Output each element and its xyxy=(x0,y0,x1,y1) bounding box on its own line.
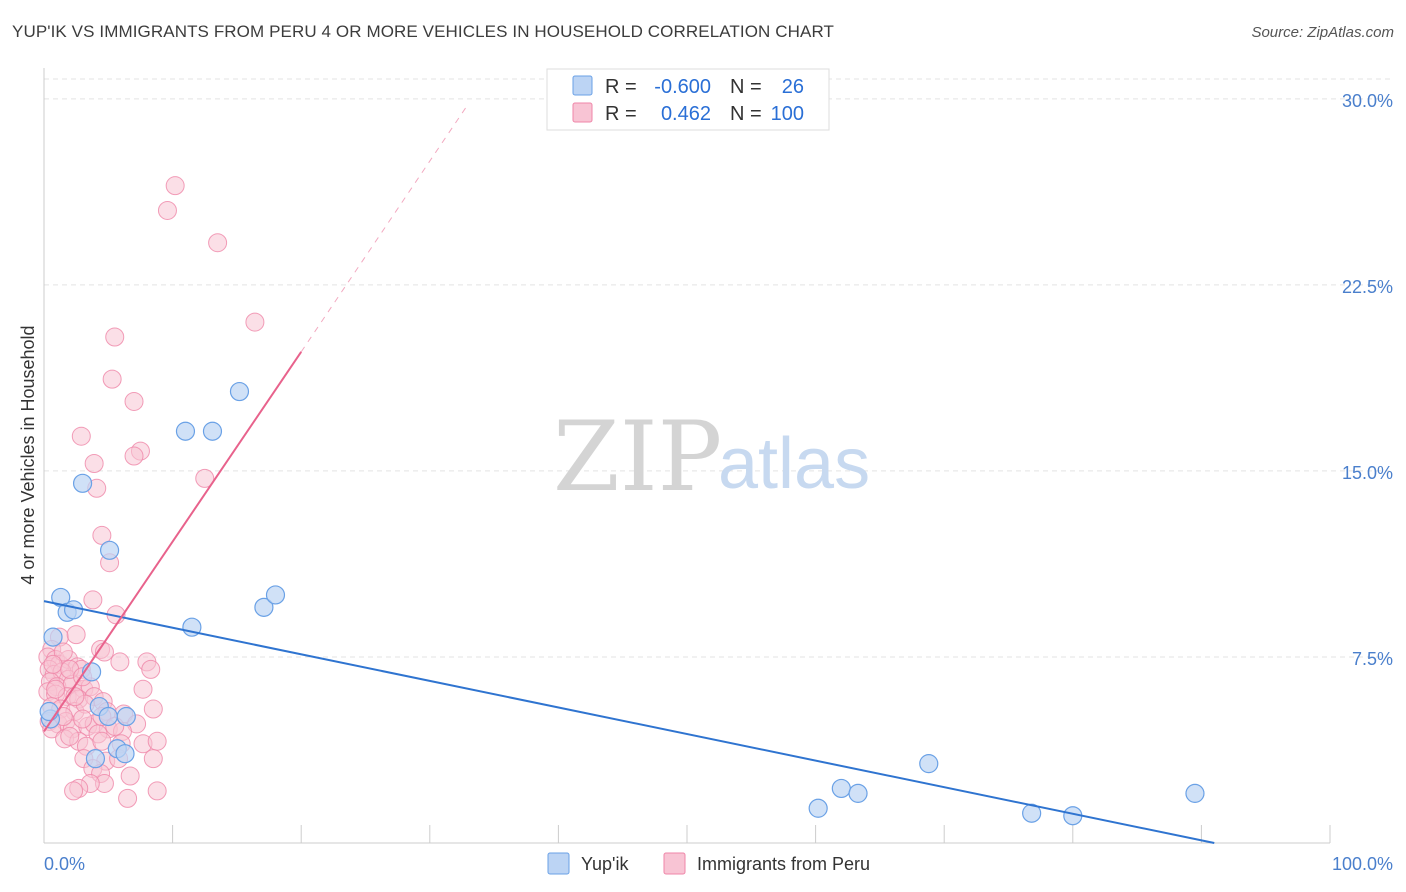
series-yupik-points xyxy=(39,381,1205,826)
legend-r-label-yupik: R = xyxy=(605,76,637,98)
legend-n-label-yupik: N = xyxy=(730,76,762,98)
peru-point-10 xyxy=(84,453,104,473)
peru-point-6 xyxy=(124,391,144,411)
peru-point-79 xyxy=(120,766,140,786)
peru-point-1 xyxy=(157,200,177,220)
peru-point-11 xyxy=(195,468,215,488)
yupik-point-10 xyxy=(254,597,274,617)
peru-point-84 xyxy=(118,788,138,808)
peru-point-69 xyxy=(60,726,80,746)
legend-n-value-yupik: 26 xyxy=(782,76,804,98)
y-tick-labels: 7.5% 15.0% 22.5% 30.0% xyxy=(1342,91,1393,669)
y-axis-title: 4 or more Vehicles in Household xyxy=(18,325,38,584)
peru-point-2 xyxy=(208,233,228,253)
yupik-point-26 xyxy=(1022,803,1042,823)
chart-title: YUP'IK VS IMMIGRANTS FROM PERU 4 OR MORE… xyxy=(12,22,835,41)
legend-swatch-yupik xyxy=(572,75,593,96)
legend-swatch-peru xyxy=(572,102,593,123)
legend-r-value-yupik: -0.600 xyxy=(654,76,711,98)
x-tick-labels: 0.0% 100.0% xyxy=(44,854,1393,874)
peru-point-87 xyxy=(43,654,63,674)
watermark-zip: ZIP xyxy=(553,401,722,513)
peru-point-86 xyxy=(53,642,73,662)
peru-trend-line xyxy=(43,351,303,732)
yupik-point-4 xyxy=(72,473,93,493)
yupik-trend-line xyxy=(43,600,1215,844)
peru-point-5 xyxy=(102,369,122,389)
peru-point-3 xyxy=(245,312,265,332)
yupik-point-6 xyxy=(175,421,196,441)
peru-point-76 xyxy=(143,749,163,769)
peru-point-13 xyxy=(92,525,112,545)
legend: R = -0.600 N = 26 R = 0.462 N = 100 xyxy=(546,68,830,131)
y-tick-label-3: 30.0% xyxy=(1342,91,1393,111)
peru-point-93 xyxy=(73,709,93,729)
x-tick-label-min: 0.0% xyxy=(44,854,85,874)
peru-point-83 xyxy=(64,781,84,801)
peru-point-90 xyxy=(46,679,66,699)
legend-r-value-peru: 0.462 xyxy=(661,103,711,125)
grid-lines xyxy=(44,78,1392,658)
peru-point-53 xyxy=(143,699,163,719)
yupik-point-21 xyxy=(831,778,851,799)
yupik-point-7 xyxy=(202,421,223,441)
peru-point-71 xyxy=(92,731,112,751)
watermark-atlas: atlas xyxy=(718,424,870,504)
yupik-point-23 xyxy=(808,798,828,818)
bottom-legend-label-yupik: Yup'ik xyxy=(581,854,629,874)
yupik-point-24 xyxy=(919,754,939,774)
yupik-point-11 xyxy=(265,585,286,605)
peru-point-68 xyxy=(147,731,167,751)
legend-n-label-peru: N = xyxy=(730,103,762,125)
peru-point-85 xyxy=(147,781,167,801)
series-peru-points xyxy=(38,176,265,808)
watermark: ZIP atlas xyxy=(553,401,870,513)
yupik-point-0 xyxy=(43,627,63,647)
peru-trend-line-extension xyxy=(300,103,469,353)
peru-point-21 xyxy=(110,652,130,672)
peru-point-23 xyxy=(141,659,161,679)
legend-r-label-peru: R = xyxy=(605,103,637,125)
y-tick-label-2: 22.5% xyxy=(1342,277,1393,297)
peru-point-15 xyxy=(83,590,103,610)
source-credit: Source: ZipAtlas.com xyxy=(1251,24,1394,41)
bottom-legend-label-peru: Immigrants from Peru xyxy=(697,854,870,874)
yupik-point-8 xyxy=(229,381,250,402)
yupik-point-17 xyxy=(98,706,118,727)
yupik-point-5 xyxy=(99,540,120,560)
trend-lines xyxy=(43,103,1215,844)
yupik-point-22 xyxy=(848,783,868,803)
yupik-point-3 xyxy=(63,600,84,620)
peru-point-4 xyxy=(105,327,125,347)
peru-point-18 xyxy=(66,625,86,645)
peru-point-0 xyxy=(165,176,185,196)
y-tick-label-0: 7.5% xyxy=(1352,649,1393,669)
legend-n-value-peru: 100 xyxy=(771,103,804,125)
y-tick-label-1: 15.0% xyxy=(1342,463,1393,483)
yupik-point-25 xyxy=(1185,783,1205,803)
legend-box xyxy=(546,68,830,131)
bottom-legend-swatch-peru xyxy=(663,852,686,875)
yupik-point-13 xyxy=(39,701,59,722)
peru-point-9 xyxy=(124,446,144,466)
yupik-point-20 xyxy=(116,706,136,727)
yupik-point-15 xyxy=(85,749,106,769)
yupik-point-19 xyxy=(115,744,135,764)
peru-point-46 xyxy=(133,679,153,699)
x-tick-label-max: 100.0% xyxy=(1332,854,1393,874)
peru-point-7 xyxy=(71,426,91,446)
bottom-legend-swatch-yupik xyxy=(547,852,570,875)
bottom-legend: Yup'ik Immigrants from Peru xyxy=(547,852,870,875)
